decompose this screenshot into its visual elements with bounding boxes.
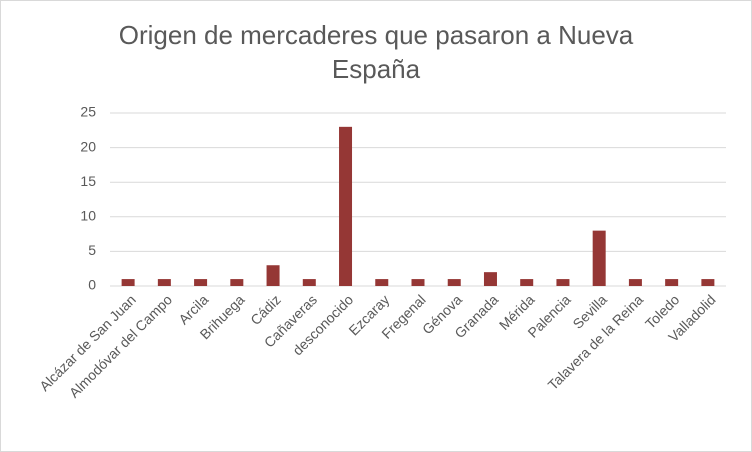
bar (194, 279, 208, 286)
bar (483, 272, 497, 286)
chart-title: Origen de mercaderes que pasaron a Nueva… (118, 20, 634, 84)
y-tick-label: 15 (80, 173, 96, 189)
y-tick-label: 20 (80, 138, 96, 154)
bar (592, 230, 606, 286)
bar (121, 279, 135, 286)
bar (266, 265, 280, 286)
bar (447, 279, 461, 286)
y-tick-label: 10 (80, 208, 96, 224)
bar (520, 279, 534, 286)
y-tick-label: 25 (80, 104, 96, 120)
bar (556, 279, 570, 286)
bar (701, 279, 715, 286)
bar (628, 279, 642, 286)
y-tick-label: 5 (88, 242, 96, 258)
y-tick-label: 0 (88, 277, 96, 293)
bar (411, 279, 425, 286)
bar (375, 279, 389, 286)
bar (665, 279, 679, 286)
bar (302, 279, 316, 286)
bar (157, 279, 171, 286)
bar (339, 126, 353, 286)
bar (230, 279, 244, 286)
